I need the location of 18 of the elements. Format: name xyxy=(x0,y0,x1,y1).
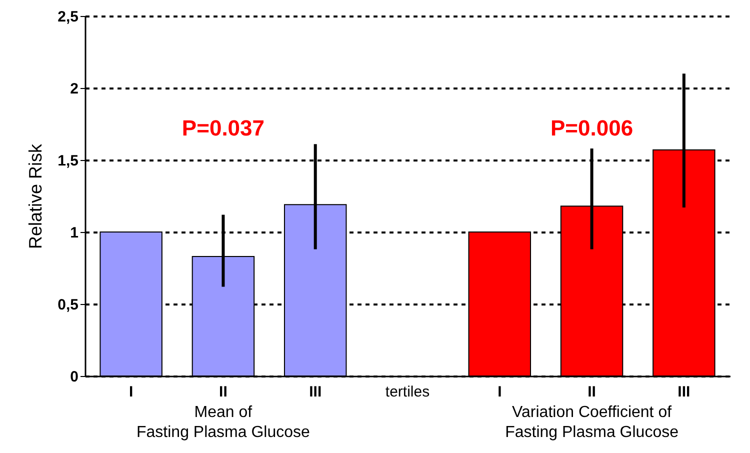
y-tick-label: 1 xyxy=(70,224,78,242)
y-tick-label: 0,5 xyxy=(58,296,78,314)
text: Mean of Fasting Plasma Glucose xyxy=(136,404,310,441)
y-tick-label: 2 xyxy=(70,80,78,98)
y-tick-label: 2,5 xyxy=(58,8,78,26)
x-tick-label: tertiles xyxy=(385,384,430,400)
x-tick-label: III xyxy=(678,384,690,400)
x-tick-label: II xyxy=(588,384,596,400)
y-tick-label: 1,5 xyxy=(58,152,78,170)
x-tick-label: II xyxy=(219,384,228,400)
text: Variation Coefficient of Fasting Plasma Glucose xyxy=(505,404,679,441)
y-axis-title: Relative Risk xyxy=(26,142,46,250)
x-tick-label: III xyxy=(309,384,322,400)
x-tick-label: I xyxy=(498,384,502,400)
annotation: P=0.006 xyxy=(550,115,634,140)
y-tick-label: 0 xyxy=(70,368,78,386)
x-tick-label: I xyxy=(128,384,134,400)
annotation: P=0.037 xyxy=(182,115,265,140)
